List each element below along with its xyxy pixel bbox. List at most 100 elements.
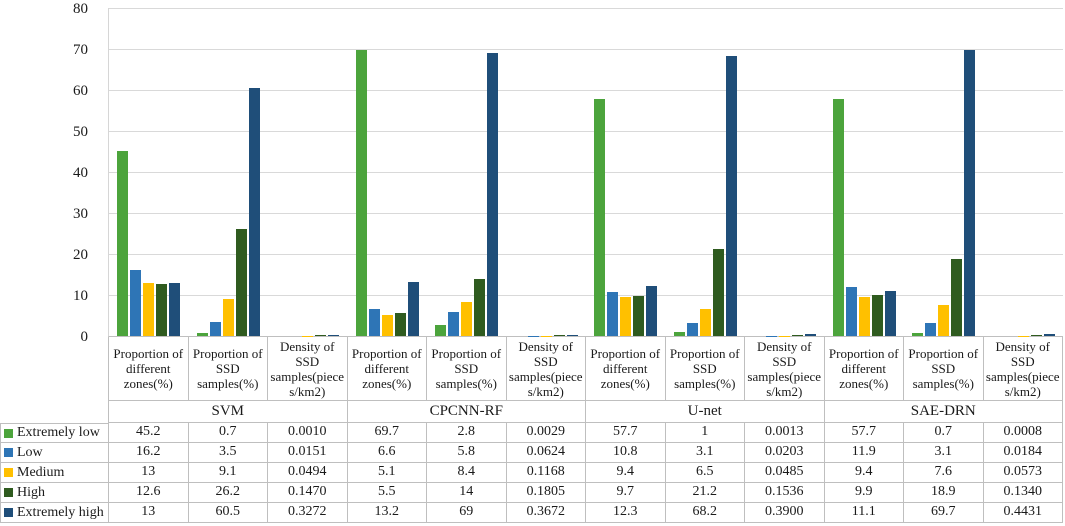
table-value-cell: 0.4431 <box>982 503 1063 523</box>
table-value-cell: 0.0573 <box>982 463 1063 483</box>
y-axis: 0 10 20 30 40 50 60 70 80 <box>0 0 108 345</box>
bar-cluster <box>825 8 905 336</box>
table-value-cell: 0.0494 <box>267 463 347 483</box>
table-value-cell: 0.1805 <box>505 483 585 503</box>
legend-swatch <box>4 508 13 517</box>
y-tick-label: 40 <box>73 165 88 181</box>
table-value-cell: 57.7 <box>823 423 903 443</box>
y-tick-label: 0 <box>80 329 89 345</box>
chart-bar <box>805 334 817 336</box>
chart-bar <box>487 53 499 336</box>
legend-swatch <box>4 488 13 497</box>
chart-bar <box>143 282 155 336</box>
data-table: Extremely low 45.2 0.7 0.0010 69.7 2.8 0.0029 5… <box>0 423 1063 523</box>
chart-bar <box>594 99 606 336</box>
group-label-cell: U-net <box>585 401 824 423</box>
chart-bar <box>196 333 208 336</box>
table-value-cell: 3.1 <box>664 443 744 463</box>
legend-cell: High <box>0 483 108 503</box>
table-value-cell: 3.1 <box>903 443 983 463</box>
table-value-cell: 60.5 <box>187 503 267 523</box>
bar-cluster <box>586 8 666 336</box>
legend-label: Medium <box>17 464 65 480</box>
bar-cluster <box>109 8 189 336</box>
table-value-cell: 9.4 <box>823 463 903 483</box>
legend-label: Low <box>17 444 43 460</box>
table-value-cell: 0.1470 <box>267 483 347 503</box>
chart-bar <box>474 278 486 336</box>
legend-cell: Extremely low <box>0 423 108 443</box>
table-value-cell: 0.1168 <box>505 463 585 483</box>
grid-line <box>109 90 1063 91</box>
category-label: Density of SSD samples(pieces/km2) <box>270 338 345 399</box>
chart-bar <box>222 298 234 336</box>
legend-cell: Extremely high <box>0 503 108 523</box>
table-value-cell: 21.2 <box>664 483 744 503</box>
grid-line <box>109 254 1063 255</box>
table-value-cell: 0.0013 <box>744 423 824 443</box>
table-value-cell: 69 <box>426 503 506 523</box>
category-label: Proportion of SSD samples(%) <box>192 346 263 391</box>
chart-bar <box>169 282 181 336</box>
category-label-cell: Proportion of SSD samples(%) <box>903 337 983 401</box>
table-row: Low 16.2 3.5 0.0151 6.6 5.8 0.0624 10.8 3.1 0.020… <box>0 443 1063 463</box>
category-label: Density of SSD samples(pieces/km2) <box>747 338 822 399</box>
chart-bar <box>686 323 698 336</box>
grid-line <box>109 213 1063 214</box>
table-value-cell: 13.2 <box>346 503 426 523</box>
table-row: High 12.6 26.2 0.1470 5.5 14 0.1805 9.7 21.2 0.15… <box>0 483 1063 503</box>
grid-line <box>109 8 1063 9</box>
legend-cell: Low <box>0 443 108 463</box>
table-value-cell: 0.0029 <box>505 423 585 443</box>
table-value-cell: 0.3272 <box>267 503 347 523</box>
y-tick-label: 30 <box>73 206 88 222</box>
table-value-cell: 8.4 <box>426 463 506 483</box>
chart-bar <box>1030 335 1042 336</box>
category-label: Proportion of different zones(%) <box>113 346 184 391</box>
bar-cluster <box>348 8 428 336</box>
chart-bar <box>209 321 221 336</box>
chart-bar <box>673 331 685 336</box>
legend-swatch <box>4 468 13 477</box>
chart-bar <box>792 335 804 336</box>
table-row: Extremely low 45.2 0.7 0.0010 69.7 2.8 0.0029 5… <box>0 423 1063 443</box>
table-value-cell: 13 <box>108 503 188 523</box>
category-label-cell: Proportion of different zones(%) <box>346 337 426 401</box>
y-tick-label: 80 <box>73 1 88 17</box>
chart-bar <box>130 269 142 336</box>
table-value-cell: 26.2 <box>187 483 267 503</box>
chart-bar <box>884 290 896 336</box>
table-row: Extremely high 13 60.5 0.3272 13.2 69 0.3672 12… <box>0 503 1063 523</box>
chart-bar <box>368 308 380 336</box>
table-value-cell: 9.4 <box>585 463 665 483</box>
chart-bar <box>461 301 473 336</box>
chart-bar <box>925 323 937 336</box>
table-value-cell: 0.0203 <box>744 443 824 463</box>
table-value-cell: 6.5 <box>664 463 744 483</box>
category-label-cell: Proportion of SSD samples(%) <box>187 337 267 401</box>
table-value-cell: 14 <box>426 483 506 503</box>
legend-swatch <box>4 448 13 457</box>
grid-line <box>109 172 1063 173</box>
chart-bar <box>407 281 419 336</box>
chart-bar <box>448 312 460 336</box>
table-value-cell: 0.0008 <box>982 423 1063 443</box>
group-row: SVM CPCNN-RF U-net SAE-DRN <box>0 401 1063 423</box>
category-label-cell: Proportion of different zones(%) <box>108 337 188 401</box>
table-value-cell: 10.8 <box>585 443 665 463</box>
bar-cluster <box>427 8 507 336</box>
table-value-cell: 13 <box>108 463 188 483</box>
table-value-cell: 69.7 <box>903 503 983 523</box>
legend-label: High <box>17 484 45 500</box>
table-value-cell: 0.0010 <box>267 423 347 443</box>
chart-bar <box>566 334 578 336</box>
chart-bar <box>725 56 737 336</box>
chart-bar <box>394 313 406 336</box>
chart-bar <box>858 297 870 336</box>
group-row-spacer <box>0 401 108 423</box>
category-label: Density of SSD samples(pieces/km2) <box>985 338 1060 399</box>
table-value-cell: 18.9 <box>903 483 983 503</box>
table-value-cell: 5.5 <box>346 483 426 503</box>
chart-bar <box>912 333 924 336</box>
